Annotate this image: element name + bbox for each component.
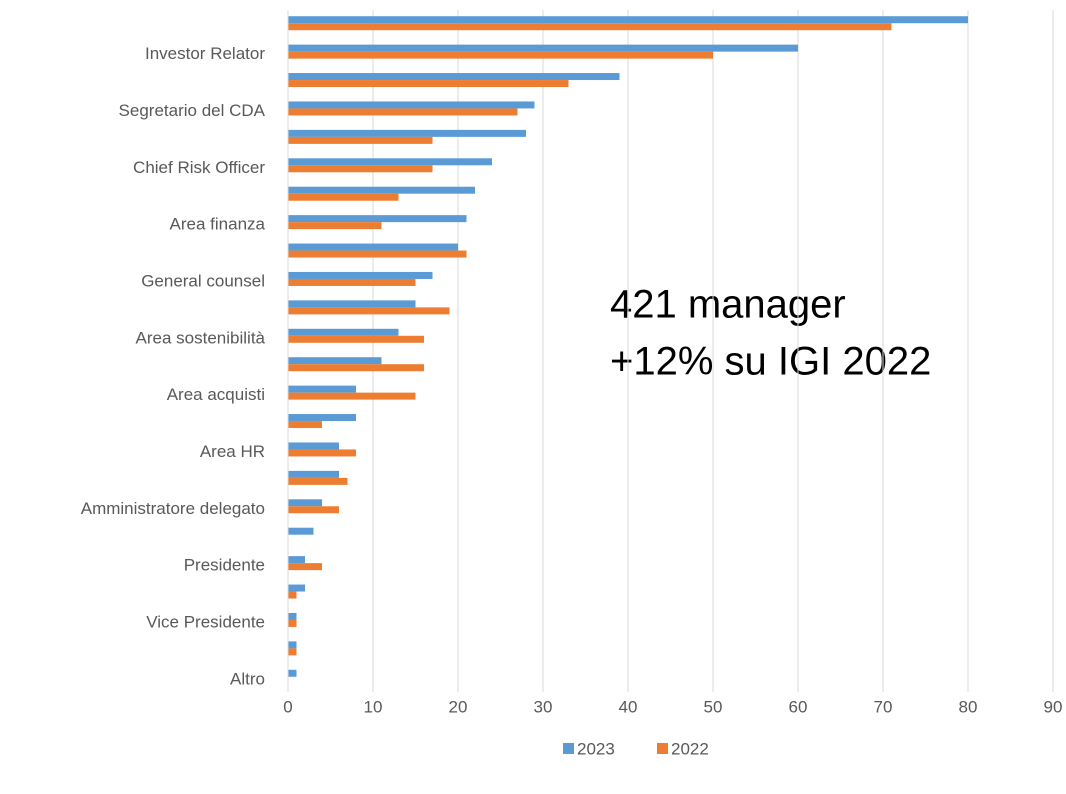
x-tick-label: 20 xyxy=(449,697,468,716)
x-tick-label: 30 xyxy=(534,697,553,716)
bar xyxy=(288,499,322,507)
x-tick-label: 70 xyxy=(874,697,893,716)
bar xyxy=(288,80,569,88)
bar xyxy=(288,449,356,457)
bar xyxy=(288,165,433,173)
bar xyxy=(288,612,297,620)
x-tick-label: 60 xyxy=(789,697,808,716)
bar xyxy=(288,442,339,450)
x-tick-label: 0 xyxy=(283,697,292,716)
y-tick-label: Presidente xyxy=(184,556,265,575)
x-tick-label: 90 xyxy=(1044,697,1063,716)
bar xyxy=(288,307,450,315)
x-tick-label: 80 xyxy=(959,697,978,716)
y-tick-label: Area HR xyxy=(200,442,265,461)
bar xyxy=(288,23,892,31)
bar xyxy=(288,556,305,564)
bar xyxy=(288,108,518,116)
bar xyxy=(288,158,492,166)
bar xyxy=(288,250,467,258)
bar xyxy=(288,278,416,286)
y-tick-label: Area acquisti xyxy=(167,385,265,404)
bar xyxy=(288,506,339,514)
bar xyxy=(288,222,382,230)
bar xyxy=(288,591,297,599)
legend-label: 2023 xyxy=(577,739,615,758)
bar xyxy=(288,300,416,308)
bar xyxy=(288,421,322,429)
bar xyxy=(288,243,458,251)
x-tick-label: 40 xyxy=(619,697,638,716)
bar xyxy=(288,477,348,485)
bar xyxy=(288,385,356,393)
legend-swatch xyxy=(563,743,574,754)
x-tick-label: 10 xyxy=(364,697,383,716)
y-tick-label: Amministratore delegato xyxy=(81,499,265,518)
bar xyxy=(288,641,297,649)
bar xyxy=(288,584,305,592)
y-tick-label: General counsel xyxy=(141,271,265,290)
y-tick-label: Investor Relator xyxy=(145,44,265,63)
legend-label: 2022 xyxy=(671,739,709,758)
bar xyxy=(288,51,713,59)
bar xyxy=(288,186,475,194)
bar xyxy=(288,193,399,201)
bar xyxy=(288,215,467,223)
bar xyxy=(288,648,297,656)
bar xyxy=(288,271,433,279)
bar xyxy=(288,16,968,24)
y-tick-label: Area sostenibilità xyxy=(136,328,266,347)
bar xyxy=(288,364,424,372)
y-tick-label: Altro xyxy=(230,669,265,688)
bar xyxy=(288,73,620,81)
bar xyxy=(288,44,798,52)
bar xyxy=(288,136,433,144)
bar xyxy=(288,328,399,336)
annotation: 421 manager xyxy=(610,283,846,327)
y-tick-label: Area finanza xyxy=(170,215,266,234)
bar xyxy=(288,392,416,400)
bar xyxy=(288,527,314,535)
bar xyxy=(288,563,322,571)
x-tick-label: 50 xyxy=(704,697,723,716)
bar xyxy=(288,619,297,627)
bar xyxy=(288,357,382,365)
y-tick-label: Segretario del CDA xyxy=(119,101,266,120)
bar xyxy=(288,129,526,137)
bar xyxy=(288,335,424,343)
annotation: +12% su IGI 2022 xyxy=(610,340,931,384)
bar xyxy=(288,414,356,422)
y-tick-label: Chief Risk Officer xyxy=(133,158,265,177)
bar xyxy=(288,669,297,677)
bar xyxy=(288,101,535,109)
legend-swatch xyxy=(657,743,668,754)
bar xyxy=(288,470,339,478)
y-tick-label: Vice Presidente xyxy=(146,612,265,631)
